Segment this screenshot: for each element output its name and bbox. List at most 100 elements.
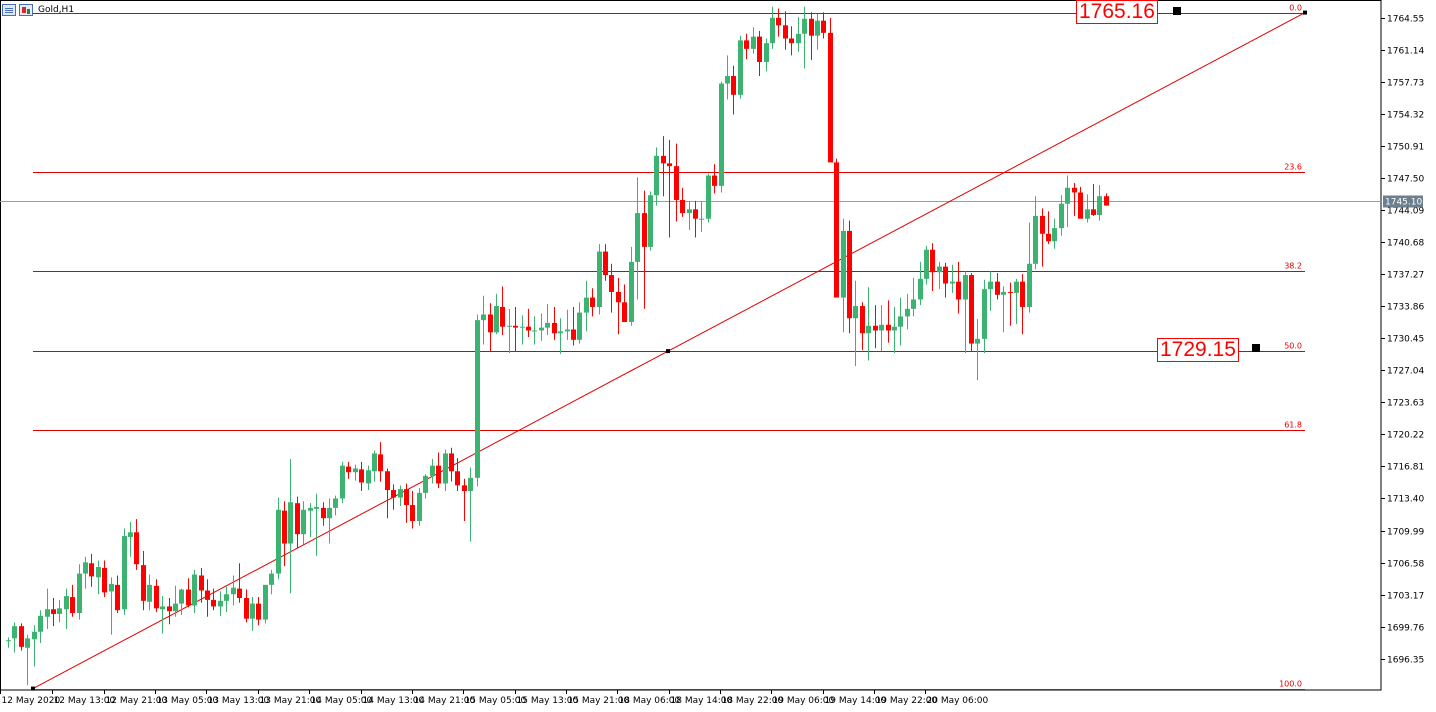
candle-body [333, 498, 338, 508]
candle-body [12, 626, 17, 639]
candle-body [892, 326, 897, 331]
candle-body [674, 166, 679, 200]
candle-body [57, 608, 62, 614]
candle-body [211, 599, 216, 607]
candle-body [38, 615, 43, 632]
fib-level-label: 61.8 [1284, 421, 1302, 430]
candle-body [764, 43, 769, 62]
candle-body [937, 266, 942, 273]
x-tick-label: 13 May 13:00 [208, 696, 270, 706]
fib50-price-marker[interactable] [1252, 344, 1260, 352]
x-tick-label: 18 May 22:00 [722, 696, 784, 706]
x-tick-label: 14 May 21:00 [414, 696, 476, 706]
x-tick-label: 15 May 21:00 [568, 696, 630, 706]
candle-body [1020, 281, 1025, 307]
candle-body [693, 209, 698, 219]
candle-body [1027, 263, 1032, 307]
trendline-anchor[interactable] [1303, 10, 1307, 15]
candle-body [134, 532, 139, 565]
candle-body [1001, 291, 1006, 295]
candle-body [565, 329, 570, 332]
candle-body [969, 275, 974, 344]
candle-body [802, 18, 807, 34]
candle-body [1033, 215, 1038, 264]
fib50-price-label[interactable]: 1729.15 [1157, 338, 1239, 362]
candle-body [770, 17, 775, 44]
y-tick-label: 1737.27 [1387, 271, 1424, 281]
candle-body [218, 600, 223, 607]
candle-body [51, 609, 56, 614]
high-price-label[interactable]: 1765.16 [1076, 0, 1158, 24]
y-tick-label: 1750.91 [1387, 143, 1424, 153]
candle-body [263, 584, 268, 620]
candle-body [378, 454, 383, 472]
y-tick-label: 1744.09 [1387, 207, 1424, 217]
candle-body [725, 76, 730, 84]
trendline-anchor[interactable] [666, 349, 670, 354]
candle-body [738, 40, 743, 95]
candle-body [244, 598, 249, 619]
candle-body [552, 322, 557, 334]
y-tick-label: 1713.40 [1387, 495, 1424, 505]
candle-body [353, 468, 358, 473]
candle-body [327, 507, 332, 519]
candle-body [366, 470, 371, 484]
candle-body [1046, 233, 1051, 242]
candle-body [918, 278, 923, 300]
candle-body [205, 590, 210, 600]
candle-body [905, 308, 910, 317]
candle-body [963, 275, 968, 300]
candle-body [340, 465, 345, 499]
trendline-anchor[interactable] [31, 686, 35, 691]
candle-body [417, 492, 422, 522]
candle-body [391, 490, 396, 498]
candle-body [648, 195, 653, 247]
candle-body [853, 306, 858, 319]
candle-body [706, 175, 711, 219]
candle-body [1091, 209, 1096, 215]
candle-body [237, 588, 242, 598]
candle-body [815, 20, 820, 36]
candle-body [841, 230, 846, 298]
candle-body [847, 230, 852, 319]
candle-body [1065, 187, 1070, 204]
candle-body [430, 465, 435, 476]
candle-body [1059, 203, 1064, 229]
candle-body [250, 603, 255, 619]
candle-body [712, 175, 717, 186]
candle-body [475, 320, 480, 478]
candle-body [590, 297, 595, 307]
candle-body [295, 503, 300, 535]
high-price-marker[interactable] [1173, 7, 1181, 15]
candle-body [577, 312, 582, 340]
candle-body [982, 289, 987, 339]
candle-body [1052, 228, 1057, 242]
y-tick-label: 1703.17 [1387, 592, 1424, 602]
candle-body [1014, 281, 1019, 293]
y-tick-label: 1696.35 [1387, 656, 1424, 666]
candle-body [45, 609, 50, 617]
y-tick-label: 1733.86 [1387, 303, 1424, 313]
candle-body [186, 589, 191, 606]
candle-body [667, 163, 672, 167]
y-tick-label: 1740.68 [1387, 239, 1424, 249]
candle-body [950, 281, 955, 284]
candle-body [661, 155, 666, 164]
chart-type-icon[interactable] [19, 4, 33, 16]
candle-body [545, 322, 550, 328]
candle-body [828, 32, 833, 163]
candle-body [622, 302, 627, 322]
candle-body [6, 640, 11, 642]
candle-body [687, 209, 692, 214]
chart-menu-icon[interactable] [2, 4, 16, 16]
candle-body [597, 251, 602, 307]
x-tick-label: 20 May 06:00 [927, 696, 989, 706]
candle-body [468, 477, 473, 491]
candle-body [520, 326, 525, 328]
y-tick-label: 1761.14 [1387, 47, 1424, 57]
candle-body [404, 489, 409, 506]
y-tick-label: 1764.55 [1387, 15, 1424, 25]
fib-level-label: 38.2 [1284, 262, 1302, 271]
candle-body [584, 297, 589, 313]
